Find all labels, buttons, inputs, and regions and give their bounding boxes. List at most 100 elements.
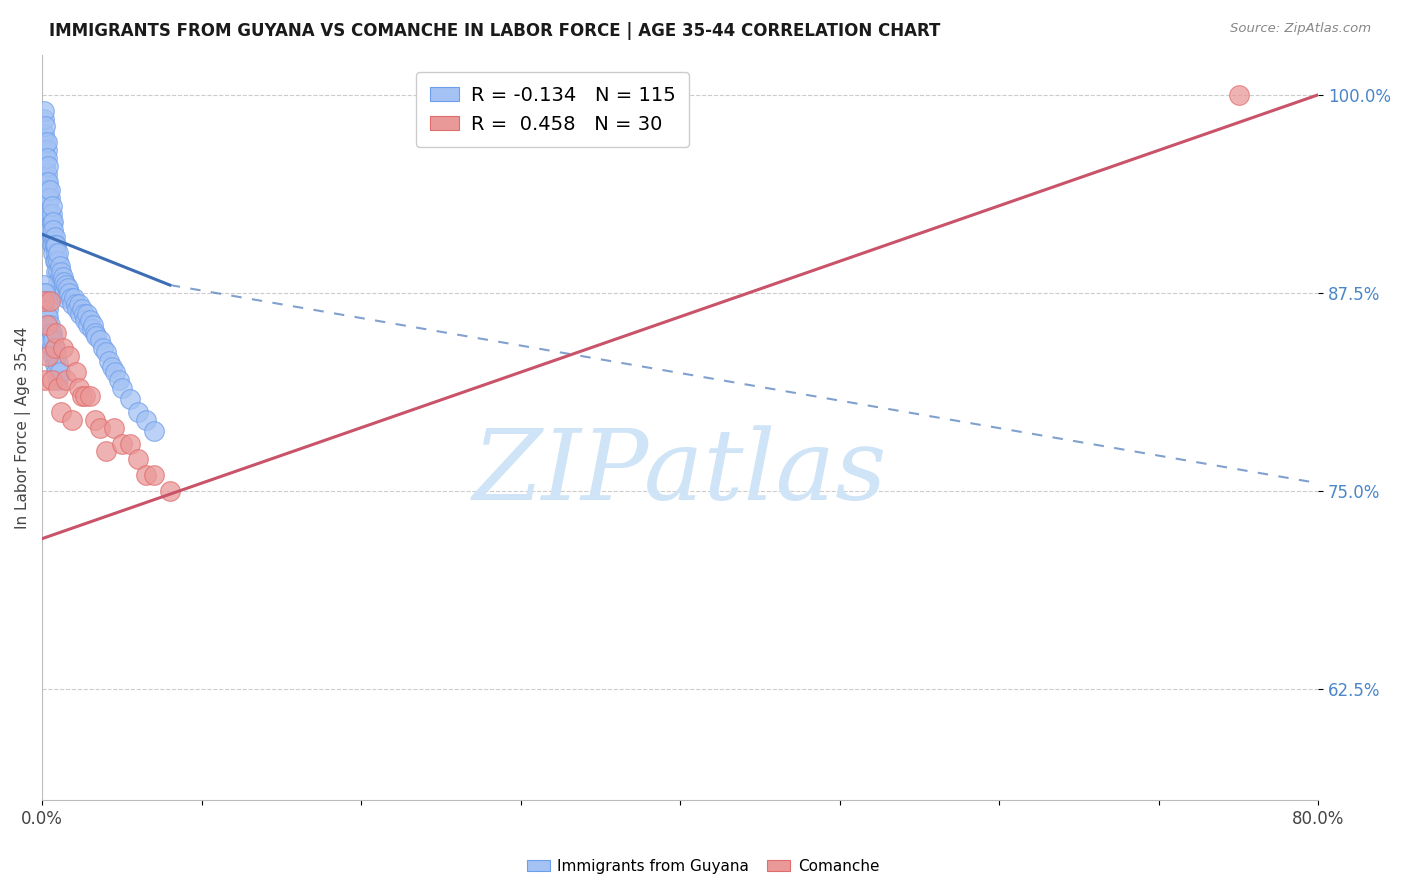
Point bbox=[104, 365, 127, 379]
Point bbox=[46, 381, 69, 395]
Point bbox=[46, 265, 69, 279]
Point bbox=[32, 285, 55, 300]
Point bbox=[39, 222, 62, 236]
Point bbox=[62, 413, 84, 427]
Point bbox=[37, 301, 59, 316]
Point bbox=[52, 281, 75, 295]
Point bbox=[79, 389, 101, 403]
Point bbox=[37, 318, 59, 332]
Point bbox=[42, 349, 65, 363]
Point bbox=[39, 334, 62, 348]
Point bbox=[32, 112, 55, 126]
Point bbox=[55, 291, 77, 305]
Point bbox=[37, 310, 59, 324]
Point bbox=[44, 254, 66, 268]
Point bbox=[77, 318, 100, 332]
Point bbox=[37, 191, 59, 205]
Point bbox=[79, 313, 101, 327]
Point bbox=[34, 159, 56, 173]
Point bbox=[32, 128, 55, 142]
Y-axis label: In Labor Force | Age 35-44: In Labor Force | Age 35-44 bbox=[15, 326, 31, 529]
Point bbox=[41, 373, 63, 387]
Point bbox=[35, 310, 58, 324]
Point bbox=[70, 301, 93, 316]
Point bbox=[34, 301, 56, 316]
Point bbox=[56, 281, 79, 295]
Point bbox=[46, 254, 69, 268]
Point bbox=[42, 230, 65, 244]
Point bbox=[83, 413, 105, 427]
Point bbox=[39, 183, 62, 197]
Point bbox=[52, 342, 75, 356]
Point bbox=[159, 484, 181, 499]
Point bbox=[45, 254, 67, 268]
Point bbox=[70, 389, 93, 403]
Point bbox=[44, 238, 66, 252]
Point bbox=[67, 297, 90, 311]
Point bbox=[41, 238, 63, 252]
Point bbox=[44, 342, 66, 356]
Point bbox=[37, 199, 59, 213]
Point bbox=[34, 183, 56, 197]
Legend: Immigrants from Guyana, Comanche: Immigrants from Guyana, Comanche bbox=[520, 853, 886, 880]
Point bbox=[39, 214, 62, 228]
Point bbox=[98, 354, 121, 368]
Point bbox=[37, 349, 59, 363]
Point bbox=[41, 230, 63, 244]
Point bbox=[35, 143, 58, 157]
Point bbox=[51, 405, 73, 419]
Point bbox=[89, 334, 111, 348]
Point bbox=[37, 159, 59, 173]
Point bbox=[94, 444, 117, 458]
Point bbox=[107, 373, 129, 387]
Point bbox=[34, 120, 56, 134]
Point bbox=[39, 191, 62, 205]
Point bbox=[45, 326, 67, 340]
Text: Source: ZipAtlas.com: Source: ZipAtlas.com bbox=[1230, 22, 1371, 36]
Point bbox=[46, 373, 69, 387]
Point bbox=[37, 175, 59, 189]
Point bbox=[41, 207, 63, 221]
Point bbox=[41, 214, 63, 228]
Point bbox=[35, 293, 58, 308]
Point bbox=[53, 275, 76, 289]
Point bbox=[34, 373, 56, 387]
Point bbox=[91, 342, 114, 356]
Point bbox=[75, 389, 97, 403]
Point bbox=[45, 246, 67, 260]
Point bbox=[46, 246, 69, 260]
Point bbox=[32, 293, 55, 308]
Point bbox=[63, 291, 86, 305]
Point bbox=[55, 373, 77, 387]
Point bbox=[41, 199, 63, 213]
Point bbox=[62, 297, 84, 311]
Point bbox=[72, 307, 94, 321]
Point bbox=[127, 405, 149, 419]
Point bbox=[34, 293, 56, 308]
Point bbox=[35, 191, 58, 205]
Point bbox=[42, 238, 65, 252]
Point bbox=[44, 342, 66, 356]
Point bbox=[1227, 87, 1250, 102]
Point bbox=[44, 230, 66, 244]
Point bbox=[118, 392, 141, 406]
Point bbox=[32, 278, 55, 293]
Point bbox=[48, 281, 70, 295]
Point bbox=[53, 285, 76, 300]
Point bbox=[51, 265, 73, 279]
Point bbox=[142, 424, 165, 438]
Point bbox=[111, 381, 134, 395]
Point bbox=[66, 301, 89, 316]
Point bbox=[76, 307, 98, 321]
Point bbox=[101, 360, 124, 375]
Point bbox=[37, 183, 59, 197]
Point bbox=[59, 291, 82, 305]
Point bbox=[69, 307, 91, 321]
Point bbox=[135, 413, 157, 427]
Point bbox=[118, 436, 141, 450]
Point bbox=[58, 285, 80, 300]
Point bbox=[34, 175, 56, 189]
Point bbox=[89, 420, 111, 434]
Point bbox=[82, 318, 104, 332]
Point bbox=[35, 318, 58, 332]
